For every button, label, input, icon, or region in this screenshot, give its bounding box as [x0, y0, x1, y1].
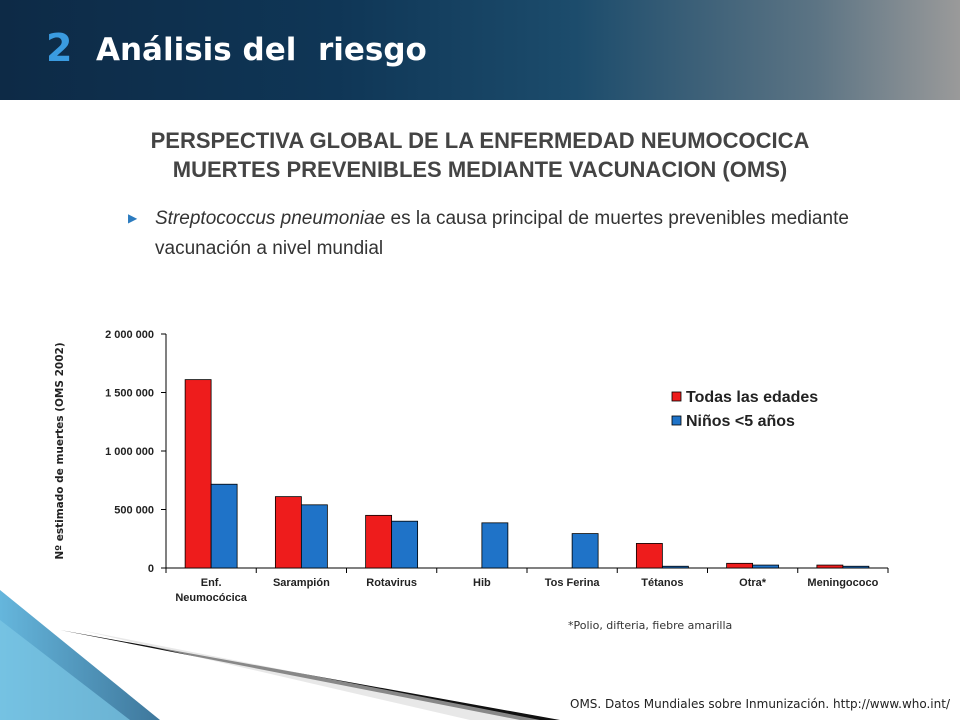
x-tick-label: Hib — [473, 577, 491, 589]
x-tick-label: Neumocócica — [175, 592, 247, 604]
header-bar: 2 Análisis del riesgo — [0, 0, 960, 100]
x-tick-label: Sarampión — [273, 577, 330, 589]
bullet-text: Streptococcus pneumoniae es la causa pri… — [155, 204, 855, 264]
bar-ninos — [300, 504, 328, 569]
bar-todas — [184, 379, 212, 569]
bar-ninos — [391, 520, 419, 569]
bullet-arrow-icon: ▶ — [128, 211, 138, 225]
bar-todas — [635, 543, 663, 569]
bar-ninos — [752, 564, 780, 569]
bar-todas — [365, 514, 393, 569]
slide-title-line-2: MUERTES PREVENIBLES MEDIANTE VACUNACION … — [172, 157, 788, 182]
bar-ninos — [481, 522, 509, 569]
x-tick-label: Tos Ferina — [545, 577, 601, 589]
source-citation: OMS. Datos Mundiales sobre Inmunización.… — [570, 697, 950, 711]
x-tick-label: Tétanos — [641, 577, 683, 589]
y-tick-label: 0 — [148, 563, 154, 575]
chart-footnote: *Polio, difteria, fiebre amarilla — [568, 619, 733, 632]
x-tick-label: Meningococo — [807, 577, 878, 589]
bar-ninos — [842, 565, 870, 569]
bar-todas — [726, 562, 754, 569]
x-tick-label: Rotavirus — [366, 577, 417, 589]
section-number: 2 — [46, 26, 73, 70]
bar-ninos — [571, 533, 599, 569]
bullet-body: es la causa principal de muertes preveni… — [155, 208, 849, 259]
corner-decoration — [0, 590, 560, 720]
slide-title-line-1: PERSPECTIVA GLOBAL DE LA ENFERMEDAD NEUM… — [150, 128, 810, 153]
x-tick-label: Otra* — [739, 577, 767, 589]
bar-ninos — [661, 565, 689, 569]
bar-todas — [816, 564, 844, 569]
bar-ninos — [210, 483, 238, 569]
y-axis-label: Nº estimado de muertes (OMS 2002) — [54, 342, 66, 559]
bar-todas — [274, 496, 302, 569]
bullet-italic-term: Streptococcus pneumoniae — [155, 208, 386, 229]
y-tick-label: 1 500 000 — [105, 388, 154, 400]
legend-label: Niños <5 años — [686, 413, 795, 430]
legend-swatch — [671, 391, 682, 402]
bar-chart: 0 500 000 1 000 000 1 500 000 2 000 000 Nº es… — [54, 329, 889, 604]
slide-title: PERSPECTIVA GLOBAL DE LA ENFERMEDAD NEUM… — [40, 126, 920, 184]
legend-label: Todas las edades — [686, 389, 818, 406]
x-tick-label: Enf. — [201, 577, 222, 589]
y-tick-label: 2 000 000 — [105, 329, 154, 341]
legend-swatch — [671, 415, 682, 426]
y-tick-label: 1 000 000 — [105, 446, 154, 458]
section-title: Análisis del riesgo — [96, 32, 427, 68]
y-tick-label: 500 000 — [114, 505, 154, 517]
